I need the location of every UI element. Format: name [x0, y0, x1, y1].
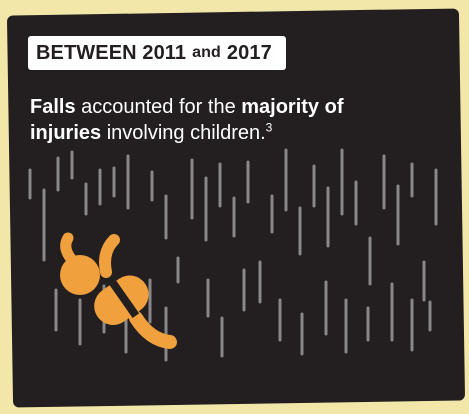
headline-bold-majority: majority of: [241, 96, 344, 118]
falling-child-icon: [60, 232, 177, 349]
badge-connector: and: [192, 44, 221, 61]
footnote-marker: 3: [265, 120, 273, 135]
headline-text: accounted for the: [75, 96, 242, 118]
headline: Falls accounted for the majority of inju…: [30, 94, 440, 146]
date-range-badge: BETWEEN 2011 and 2017: [28, 36, 286, 70]
badge-suffix: 2017: [226, 41, 272, 64]
headline-text-end: involving children.: [101, 122, 266, 144]
headline-bold-falls: Falls: [30, 96, 76, 118]
badge-prefix: BETWEEN 2011: [36, 41, 187, 64]
headline-bold-injuries: injuries: [30, 122, 102, 144]
